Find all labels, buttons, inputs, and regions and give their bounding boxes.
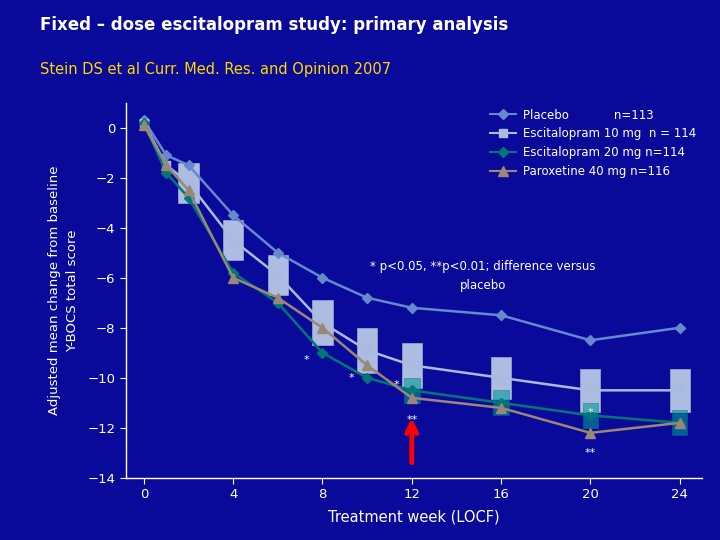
Text: Stein DS et al Curr. Med. Res. and Opinion 2007: Stein DS et al Curr. Med. Res. and Opini… (40, 62, 391, 77)
Bar (268, 255, 288, 295)
Bar (179, 163, 199, 202)
X-axis label: Treatment week (LOCF): Treatment week (LOCF) (328, 510, 500, 525)
Bar (223, 220, 243, 260)
Bar (672, 410, 688, 435)
Bar (582, 403, 598, 428)
Bar (404, 378, 420, 403)
Text: **: ** (585, 448, 596, 458)
Text: **: ** (406, 415, 418, 426)
Text: *: * (348, 373, 354, 383)
Bar (312, 300, 333, 345)
Y-axis label: Adjusted mean change from baseline
Y-BOCS total score: Adjusted mean change from baseline Y-BOC… (48, 165, 79, 415)
Bar (491, 356, 511, 399)
Bar (493, 390, 509, 415)
Text: *: * (304, 355, 310, 365)
Bar (402, 343, 422, 388)
Legend: Placebo            n=113, Escitalopram 10 mg  n = 114, Escitalopram 20 mg n=114,: Placebo n=113, Escitalopram 10 mg n = 11… (490, 109, 696, 178)
Text: * p<0.05, **p<0.01; difference versus
placebo: * p<0.05, **p<0.01; difference versus pl… (370, 260, 596, 292)
Text: Fixed – dose escitalopram study: primary analysis: Fixed – dose escitalopram study: primary… (40, 16, 508, 34)
Bar (357, 328, 377, 373)
Bar (670, 369, 690, 411)
Text: *: * (393, 380, 399, 390)
Bar (580, 369, 600, 411)
Text: *: * (588, 408, 593, 418)
